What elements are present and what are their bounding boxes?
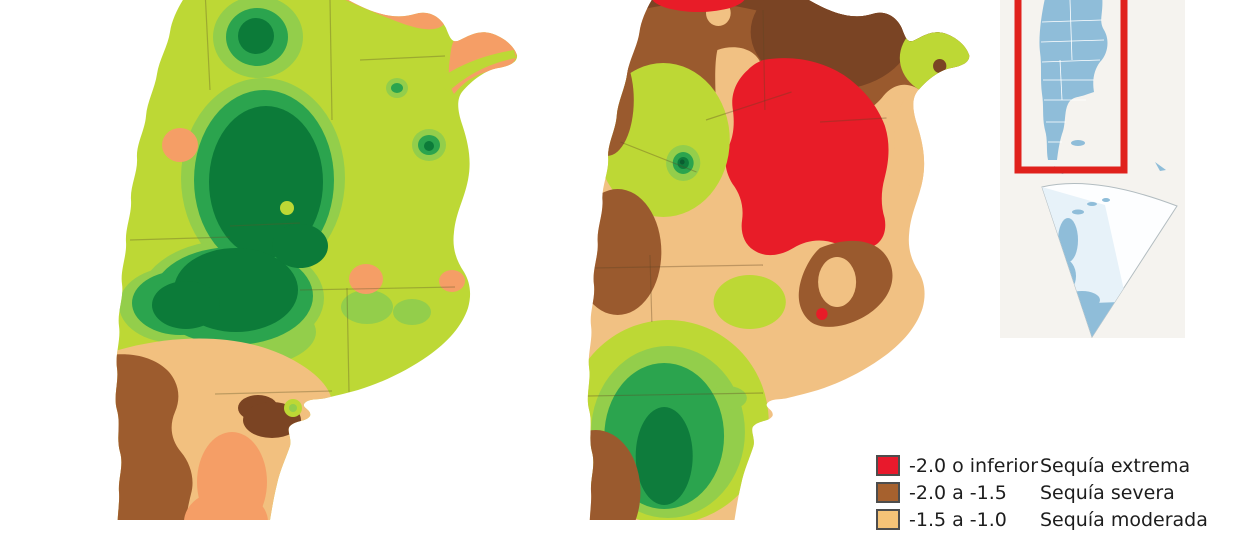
locator-insets	[1014, 0, 1178, 338]
legend-range-severe: -2.0 a -1.5	[909, 481, 1007, 504]
legend-label-extreme: Sequía extrema	[1040, 454, 1191, 477]
drought-maps-figure: { "page": { "type": "drought-index-map-f…	[115, 0, 1208, 531]
drought-legend: -2.0 o inferior Sequía extrema -2.0 a -1…	[876, 452, 1208, 533]
legend-row-severe: -2.0 a -1.5 Sequía severa	[876, 479, 1208, 506]
argentina-locator-map	[1014, 0, 1166, 174]
small-island	[1155, 162, 1166, 171]
legend-swatch-severe	[876, 482, 900, 503]
map-previous-period	[115, 0, 518, 520]
legend-row-extreme: -2.0 o inferior Sequía extrema	[876, 452, 1208, 479]
argentina-drought-maps	[115, 0, 970, 520]
legend-range-extreme: -2.0 o inferior	[909, 454, 1039, 477]
legend-label-severe: Sequía severa	[1040, 481, 1175, 504]
antarctic-claim-inset	[1041, 183, 1178, 338]
islands	[1071, 140, 1085, 146]
map-current-period	[587, 0, 970, 520]
province-borders	[1040, 0, 1105, 143]
legend-swatch-extreme	[876, 455, 900, 476]
inset-panel	[1000, 0, 1185, 338]
locator-highlight-box	[1014, 0, 1128, 174]
